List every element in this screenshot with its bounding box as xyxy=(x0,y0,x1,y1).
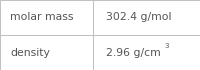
Bar xyxy=(0,35,93,70)
Bar xyxy=(0,0,93,35)
Text: density: density xyxy=(10,48,50,57)
Bar xyxy=(93,35,200,70)
Text: 2.96 g/cm: 2.96 g/cm xyxy=(105,48,159,57)
Bar xyxy=(93,0,200,35)
Text: 302.4 g/mol: 302.4 g/mol xyxy=(105,13,170,22)
Text: 3: 3 xyxy=(164,43,168,49)
Text: molar mass: molar mass xyxy=(10,13,73,22)
